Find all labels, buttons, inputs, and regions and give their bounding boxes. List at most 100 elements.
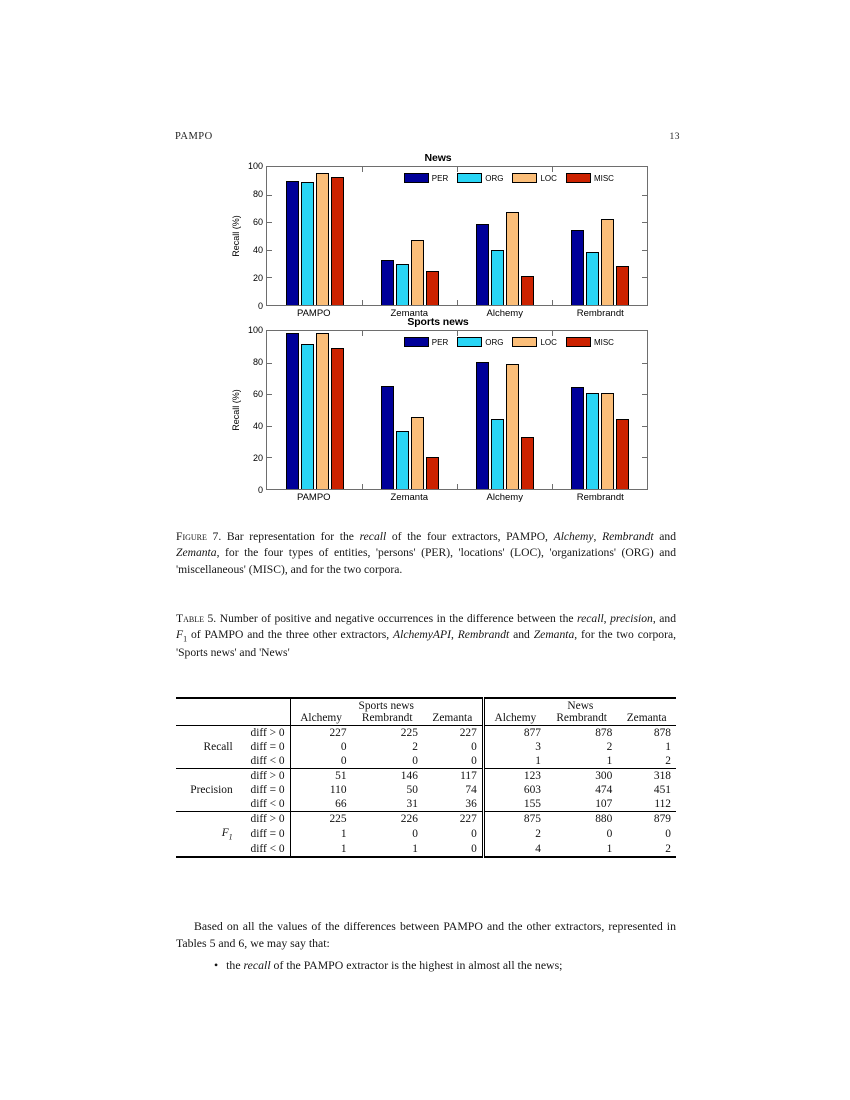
ytick-mark-left <box>267 194 272 196</box>
bar-zemanta-per <box>380 385 394 489</box>
legend-swatch-per <box>403 173 429 183</box>
table-metric-spacer <box>176 754 238 769</box>
table-cell-news: 123 <box>481 768 546 783</box>
body-paragraph: Based on all the values of the differenc… <box>176 919 676 951</box>
table-cell-sports: 117 <box>422 768 484 783</box>
table-cell-news: 1 <box>665 741 671 753</box>
xtick-label-pampo: PAMPO <box>296 492 331 503</box>
table-caption-em-4: Rembrandt <box>457 628 510 642</box>
bar-group-rembrandt <box>552 167 647 305</box>
bar-group-rembrandt <box>552 331 647 489</box>
chart-sports-news: Sports news Recall (%) 100 80 60 40 20 0 PER O… <box>228 316 648 506</box>
table-cell-sports: 110 <box>289 783 352 797</box>
table-caption-text-7: , for the two corpora, 'Sports news' and… <box>176 628 677 660</box>
ytick-mark-left <box>267 457 272 459</box>
table-cell-sports: 0 <box>289 740 352 754</box>
bar-group-alchemy <box>457 331 552 489</box>
ytick-label: 20 <box>252 273 263 283</box>
ytick-label: 100 <box>247 325 263 335</box>
running-head: PAMPO 13 <box>175 131 680 142</box>
list-item: • the recall of the PAMPO extractor is t… <box>176 958 676 973</box>
bar-rembrandt-misc <box>615 419 629 489</box>
table-col-header-sports-rembrandt: Rembrandt <box>361 712 413 724</box>
table-corner-cell-4 <box>238 712 290 726</box>
table-row: Precision diff = 0 110 50 74 603 474 451 <box>176 783 676 797</box>
bar-pampo-loc <box>315 172 329 305</box>
bar-pampo-loc <box>315 333 329 489</box>
figure-caption-text-5: , for the four types of entities, 'perso… <box>176 546 676 576</box>
legend-swatch-per <box>403 337 429 347</box>
table-caption-number: 5. <box>207 612 217 625</box>
table-col-header-news-rembrandt: Rembrandt <box>556 712 607 724</box>
legend-item-loc: LOC <box>512 337 557 347</box>
xtick-mark <box>457 484 458 489</box>
ytick-mark-left <box>267 222 272 224</box>
table-corner-cell-2 <box>238 698 290 712</box>
table-cell-sports: 0 <box>289 754 352 769</box>
ytick-mark-right <box>642 394 647 396</box>
figure-7: News Recall (%) 100 80 60 40 20 0 PER ORG LOC MI… <box>228 152 648 506</box>
bar-zemanta-misc <box>425 270 439 305</box>
ytick-label: 40 <box>252 245 263 255</box>
table-cell-news: 318 <box>617 768 676 783</box>
table-cell-sports: 0 <box>412 755 418 767</box>
table-cell-sports: 31 <box>406 798 418 810</box>
bullet-pre: the <box>226 958 244 972</box>
xtick-mark <box>552 300 553 305</box>
ytick-label: 0 <box>257 485 263 495</box>
ytick-mark-right <box>642 194 647 196</box>
legend-label-misc: MISC <box>593 337 614 347</box>
bar-zemanta-loc <box>410 240 424 305</box>
bar-rembrandt-org <box>585 393 599 489</box>
table-row-label: diff > 0 <box>237 768 291 783</box>
table-caption-label: Table <box>176 612 204 625</box>
table-caption-em-2: precision <box>610 612 653 625</box>
chart-news-ylabel-wrap: Recall (%) <box>228 166 242 306</box>
table-metric-spacer <box>176 842 238 859</box>
bar-zemanta-misc <box>425 457 439 489</box>
chart-sports-news-plot: PER ORG LOC MISC <box>266 330 648 490</box>
table-5-wrapper: Sports news News Alchemy Rembrandt Zemanta Al… <box>176 697 676 859</box>
xtick-label-rembrandt: Rembrandt <box>576 308 624 319</box>
xtick-mark <box>362 484 363 489</box>
bar-pampo-per <box>285 332 299 489</box>
chart-news-yticks: 100 80 60 40 20 0 <box>242 161 266 311</box>
figure-caption-number: 7. <box>212 530 222 543</box>
table-cell-news: 3 <box>481 740 546 754</box>
table-cell-news: 2 <box>481 826 546 843</box>
bar-rembrandt-misc <box>615 266 629 305</box>
bar-zemanta-loc <box>410 417 424 489</box>
bar-pampo-misc <box>330 177 344 305</box>
ytick-mark-right <box>642 222 647 224</box>
bar-alchemy-misc <box>520 436 534 489</box>
table-corner-cell-3 <box>176 712 238 726</box>
table-cell-news: 875 <box>481 811 546 826</box>
legend-item-misc: MISC <box>565 173 614 183</box>
bullet-em: recall <box>243 958 271 972</box>
table-5: Sports news News Alchemy Rembrandt Zemanta Al… <box>176 697 676 859</box>
chart-news-ylabel: Recall (%) <box>231 215 241 257</box>
xtick-mark <box>362 331 363 336</box>
bar-pampo-misc <box>330 347 344 489</box>
ytick-label: 20 <box>252 453 263 463</box>
bar-group-zemanta <box>362 167 457 305</box>
xtick-mark <box>552 484 553 489</box>
chart-sports-news-yticks: 100 80 60 40 20 0 <box>242 325 266 495</box>
legend-label-loc: LOC <box>540 173 557 183</box>
ytick-label: 0 <box>257 301 263 311</box>
xtick-label-pampo: PAMPO <box>296 308 331 319</box>
table-cell-sports: 227 <box>422 811 484 826</box>
figure-caption-text-3: , <box>593 530 603 543</box>
ytick-mark-left <box>267 425 272 427</box>
table-caption-text-5: , <box>450 628 458 642</box>
table-cell-news: 1 <box>545 842 618 859</box>
table-row: diff > 0 51 146 117 123 300 318 <box>176 768 676 783</box>
legend-label-per: PER <box>431 337 449 347</box>
ytick-label: 80 <box>252 357 263 367</box>
table-cell-sports: 0 <box>422 842 484 859</box>
table-cell-news: 155 <box>481 797 546 812</box>
bar-rembrandt-loc <box>600 219 614 305</box>
figure-caption-label: Figure <box>176 530 207 543</box>
table-row-label: diff > 0 <box>237 725 291 740</box>
